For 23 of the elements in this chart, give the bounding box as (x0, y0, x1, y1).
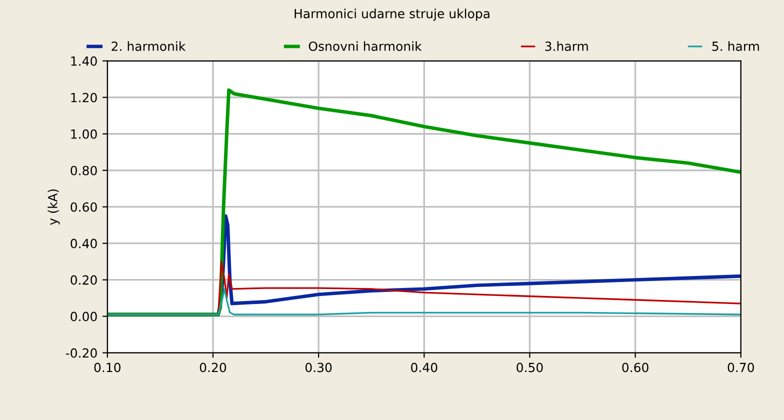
y-tick-label: 1.00 (71, 129, 97, 139)
y-tick-label: 0.80 (70, 166, 97, 176)
x-tick-label: 0.40 (411, 362, 438, 372)
legend-label: 2. harmonik (112, 41, 186, 51)
legend-label: 3.harm (545, 41, 588, 51)
y-tick-label: -0.20 (66, 348, 97, 358)
x-tick-label: 0.50 (516, 362, 543, 372)
x-tick-label: 0.70 (728, 362, 754, 372)
x-tick-label: 0.30 (305, 362, 332, 372)
legend-label: 5. harm (712, 41, 759, 51)
x-tick-label: 0.60 (622, 362, 648, 372)
y-tick-label: 0.60 (70, 202, 97, 212)
y-tick-label: 0.40 (70, 238, 97, 248)
y-tick-label: 0.20 (70, 275, 97, 285)
line-series (107, 288, 741, 316)
y-axis-title: y (kA) (48, 189, 60, 225)
y-tick-label: 0.00 (70, 312, 97, 322)
chart-title: Harmonici udarne struje uklopa (294, 8, 490, 21)
y-tick-label: 1.40 (71, 56, 97, 66)
legend-label: Osnovni harmonik (308, 41, 422, 51)
x-tick-label: 0.20 (200, 362, 226, 372)
x-tick-label: 0.10 (94, 362, 120, 372)
y-tick-label: 1.20 (71, 92, 97, 102)
